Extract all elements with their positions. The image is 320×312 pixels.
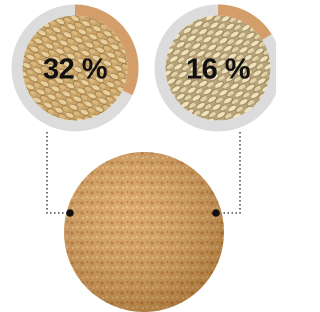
percent-label: 16 % bbox=[186, 54, 251, 86]
connector-left bbox=[47, 132, 70, 213]
cookie bbox=[64, 152, 224, 312]
connector-dot bbox=[212, 209, 220, 217]
rings: 32 % 16 % bbox=[17, 10, 276, 126]
percent-label: 32 % bbox=[43, 54, 108, 86]
connector-right bbox=[216, 132, 240, 213]
connector-dot bbox=[66, 209, 74, 217]
infographic: 32 % 16 % bbox=[0, 0, 276, 312]
